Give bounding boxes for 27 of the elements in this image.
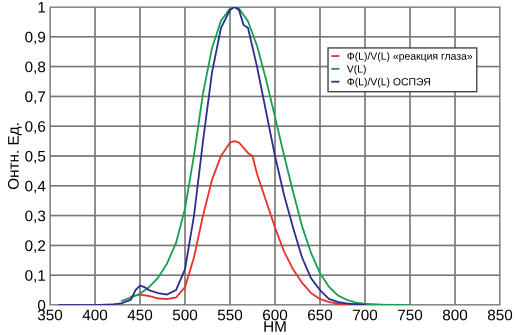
y-tick-label: 0,7 — [25, 91, 46, 104]
y-tick-label: 0,4 — [25, 180, 46, 194]
y-tick-label: 0,6 — [25, 121, 46, 134]
x-tick-label: 750 — [398, 310, 422, 320]
x-tick-label: 450 — [128, 310, 152, 320]
legend-label: Ф(L)/V(L) «реакция глаза» — [347, 52, 472, 62]
x-tick-label: 350 — [38, 310, 62, 320]
y-tick-label: 0,5 — [25, 150, 46, 164]
y-tick-label: 0,1 — [25, 270, 46, 283]
x-tick-label: 650 — [308, 310, 332, 320]
y-tick-label: 0 — [38, 300, 46, 311]
x-tick-label: 700 — [353, 310, 378, 320]
x-tick-label: 500 — [172, 310, 198, 320]
x-tick-label: 600 — [263, 310, 288, 320]
legend-label: Ф(L)/V(L) ОСПЭЯ — [347, 78, 430, 88]
x-tick-label: 550 — [218, 310, 242, 320]
legend-label: V(L) — [346, 64, 366, 75]
y-tick-label: 0,9 — [25, 32, 46, 44]
x-axis-title: НМ — [264, 321, 286, 332]
x-tick-label: 400 — [82, 310, 108, 320]
y-tick-label: 0,3 — [25, 210, 46, 224]
y-tick-label: 0,2 — [25, 240, 46, 253]
y-tick-label: 0,8 — [25, 61, 46, 74]
y-axis-title: Онтн. Ед. — [8, 124, 22, 190]
y-tick-label: 1 — [38, 2, 46, 13]
x-tick-label: 800 — [442, 310, 468, 320]
x-tick-label: 850 — [488, 310, 512, 320]
